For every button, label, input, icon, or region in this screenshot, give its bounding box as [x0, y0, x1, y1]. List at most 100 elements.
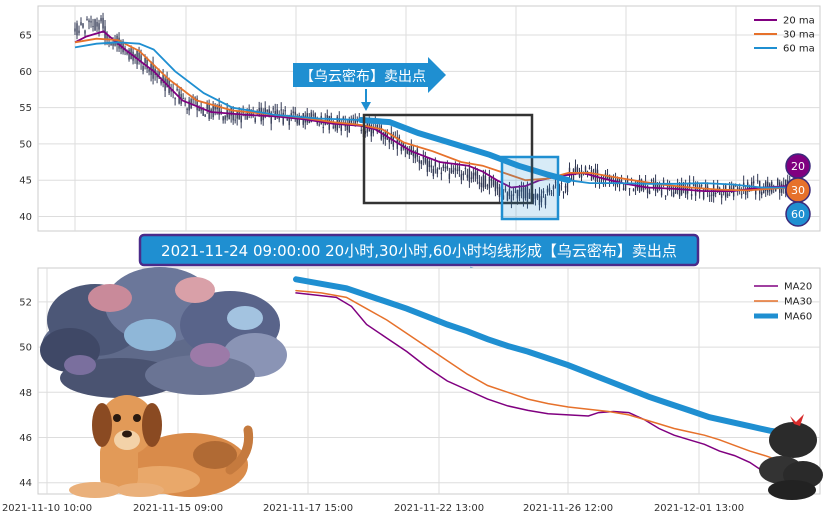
candle-body: [420, 160, 423, 164]
candle-body: [272, 108, 274, 110]
candle-body: [544, 196, 547, 206]
candle-body: [775, 188, 777, 192]
candle-body: [234, 119, 236, 121]
candle-body: [648, 190, 651, 194]
candle-body: [622, 188, 625, 191]
candle-body: [436, 168, 439, 174]
badge-60: [785, 201, 811, 227]
candle-body: [414, 151, 417, 159]
candle-body: [232, 109, 234, 121]
bottom-x-tick-label: 2021-12-01 13:00: [654, 503, 744, 514]
candle-body: [490, 178, 493, 181]
candle-body: [552, 186, 555, 190]
candle-body: [198, 106, 200, 112]
candle-body: [664, 195, 667, 197]
candle-body: [350, 120, 352, 123]
candle-body: [482, 175, 485, 188]
candle-body: [516, 189, 519, 199]
bottom-x-tick-label: 2021-11-10 10:00: [2, 503, 92, 514]
candle-body: [388, 138, 391, 143]
candle-body: [660, 189, 663, 196]
bottom-x-tick-label: 2021-11-22 13:00: [394, 503, 484, 514]
bottom-y-tick-label: 46: [19, 433, 32, 444]
candle-body: [646, 185, 649, 194]
candle-body: [564, 186, 567, 188]
callout-text: 【乌云密布】卖出点: [300, 68, 426, 85]
candle-body: [98, 23, 100, 30]
candle-body: [574, 166, 577, 173]
candle-body: [250, 112, 252, 116]
candle-body: [484, 175, 487, 188]
candle-body: [572, 168, 575, 182]
candle-body: [332, 126, 334, 128]
badge-label: 20: [791, 160, 805, 173]
candle-body: [576, 167, 579, 173]
candle-body: [148, 69, 150, 72]
candle-body: [452, 170, 455, 173]
candle-body: [146, 59, 148, 69]
candle-body: [408, 150, 411, 155]
candle-body: [280, 109, 282, 111]
candle-body: [110, 42, 112, 46]
candle-body: [94, 19, 96, 31]
banner-text: 2021-11-24 09:00:00 20小时,30小时,60小时均线形成【乌…: [161, 242, 677, 260]
candle-body: [216, 107, 218, 110]
candle-body: [554, 181, 557, 183]
candle-body: [106, 33, 108, 40]
candle-body: [738, 188, 741, 190]
candle-body: [200, 107, 202, 111]
candle-body: [540, 196, 543, 203]
candle-body: [688, 181, 691, 187]
top-y-tick-label: 50: [19, 139, 32, 150]
candle-body: [450, 168, 453, 174]
candle-body: [276, 109, 278, 115]
candle-body: [502, 195, 505, 200]
candle-body: [464, 168, 467, 170]
candle-body: [704, 184, 707, 191]
candle-body: [638, 179, 641, 192]
candle-body: [538, 193, 541, 206]
candle-body: [80, 22, 82, 26]
candle-body: [140, 55, 142, 64]
candle-body: [578, 172, 581, 177]
candle-body: [476, 170, 479, 179]
candle-body: [558, 185, 561, 193]
candle-body: [412, 149, 415, 157]
candle-body: [456, 169, 459, 171]
bottom-legend-label: MA20: [784, 282, 812, 293]
candle-body: [702, 188, 705, 199]
candle-body: [182, 97, 184, 99]
candle-body: [594, 168, 597, 182]
candle-body: [548, 187, 551, 192]
candle-body: [444, 167, 447, 169]
candle-body: [96, 21, 98, 27]
bottom-y-tick-label: 50: [19, 343, 32, 354]
candle-body: [164, 78, 166, 91]
banner: 2021-11-24 09:00:00 20小时,30小时,60小时均线形成【乌…: [138, 233, 700, 267]
candle-body: [196, 98, 198, 111]
candle-body: [716, 185, 719, 191]
candle-body: [736, 187, 739, 190]
candle-body: [204, 114, 206, 117]
bottom-x-ticks: 2021-11-10 10:00 2021-11-15 09:00 2021-11-…: [2, 503, 744, 514]
candle-body: [550, 192, 553, 194]
candle-body: [510, 195, 513, 204]
candle-body: [698, 185, 701, 193]
candle-body: [158, 70, 160, 76]
candle-body: [230, 107, 232, 116]
bottom-line-MA60: [293, 276, 781, 435]
candle-body: [720, 194, 723, 198]
candle-body: [418, 159, 421, 164]
candle-body: [218, 104, 220, 115]
top-y-ticks: 40 45 50 55 60 65: [19, 31, 32, 223]
candle-body: [174, 97, 176, 100]
candle-body: [508, 189, 511, 196]
top-legend-label: 60 ma: [783, 44, 815, 55]
candle-body: [690, 194, 693, 197]
candle-body: [176, 88, 178, 91]
top-y-tick-label: 40: [19, 212, 32, 223]
candle-body: [676, 185, 679, 191]
top-legend-label: 20 ma: [783, 16, 815, 27]
candle-body: [462, 173, 465, 176]
